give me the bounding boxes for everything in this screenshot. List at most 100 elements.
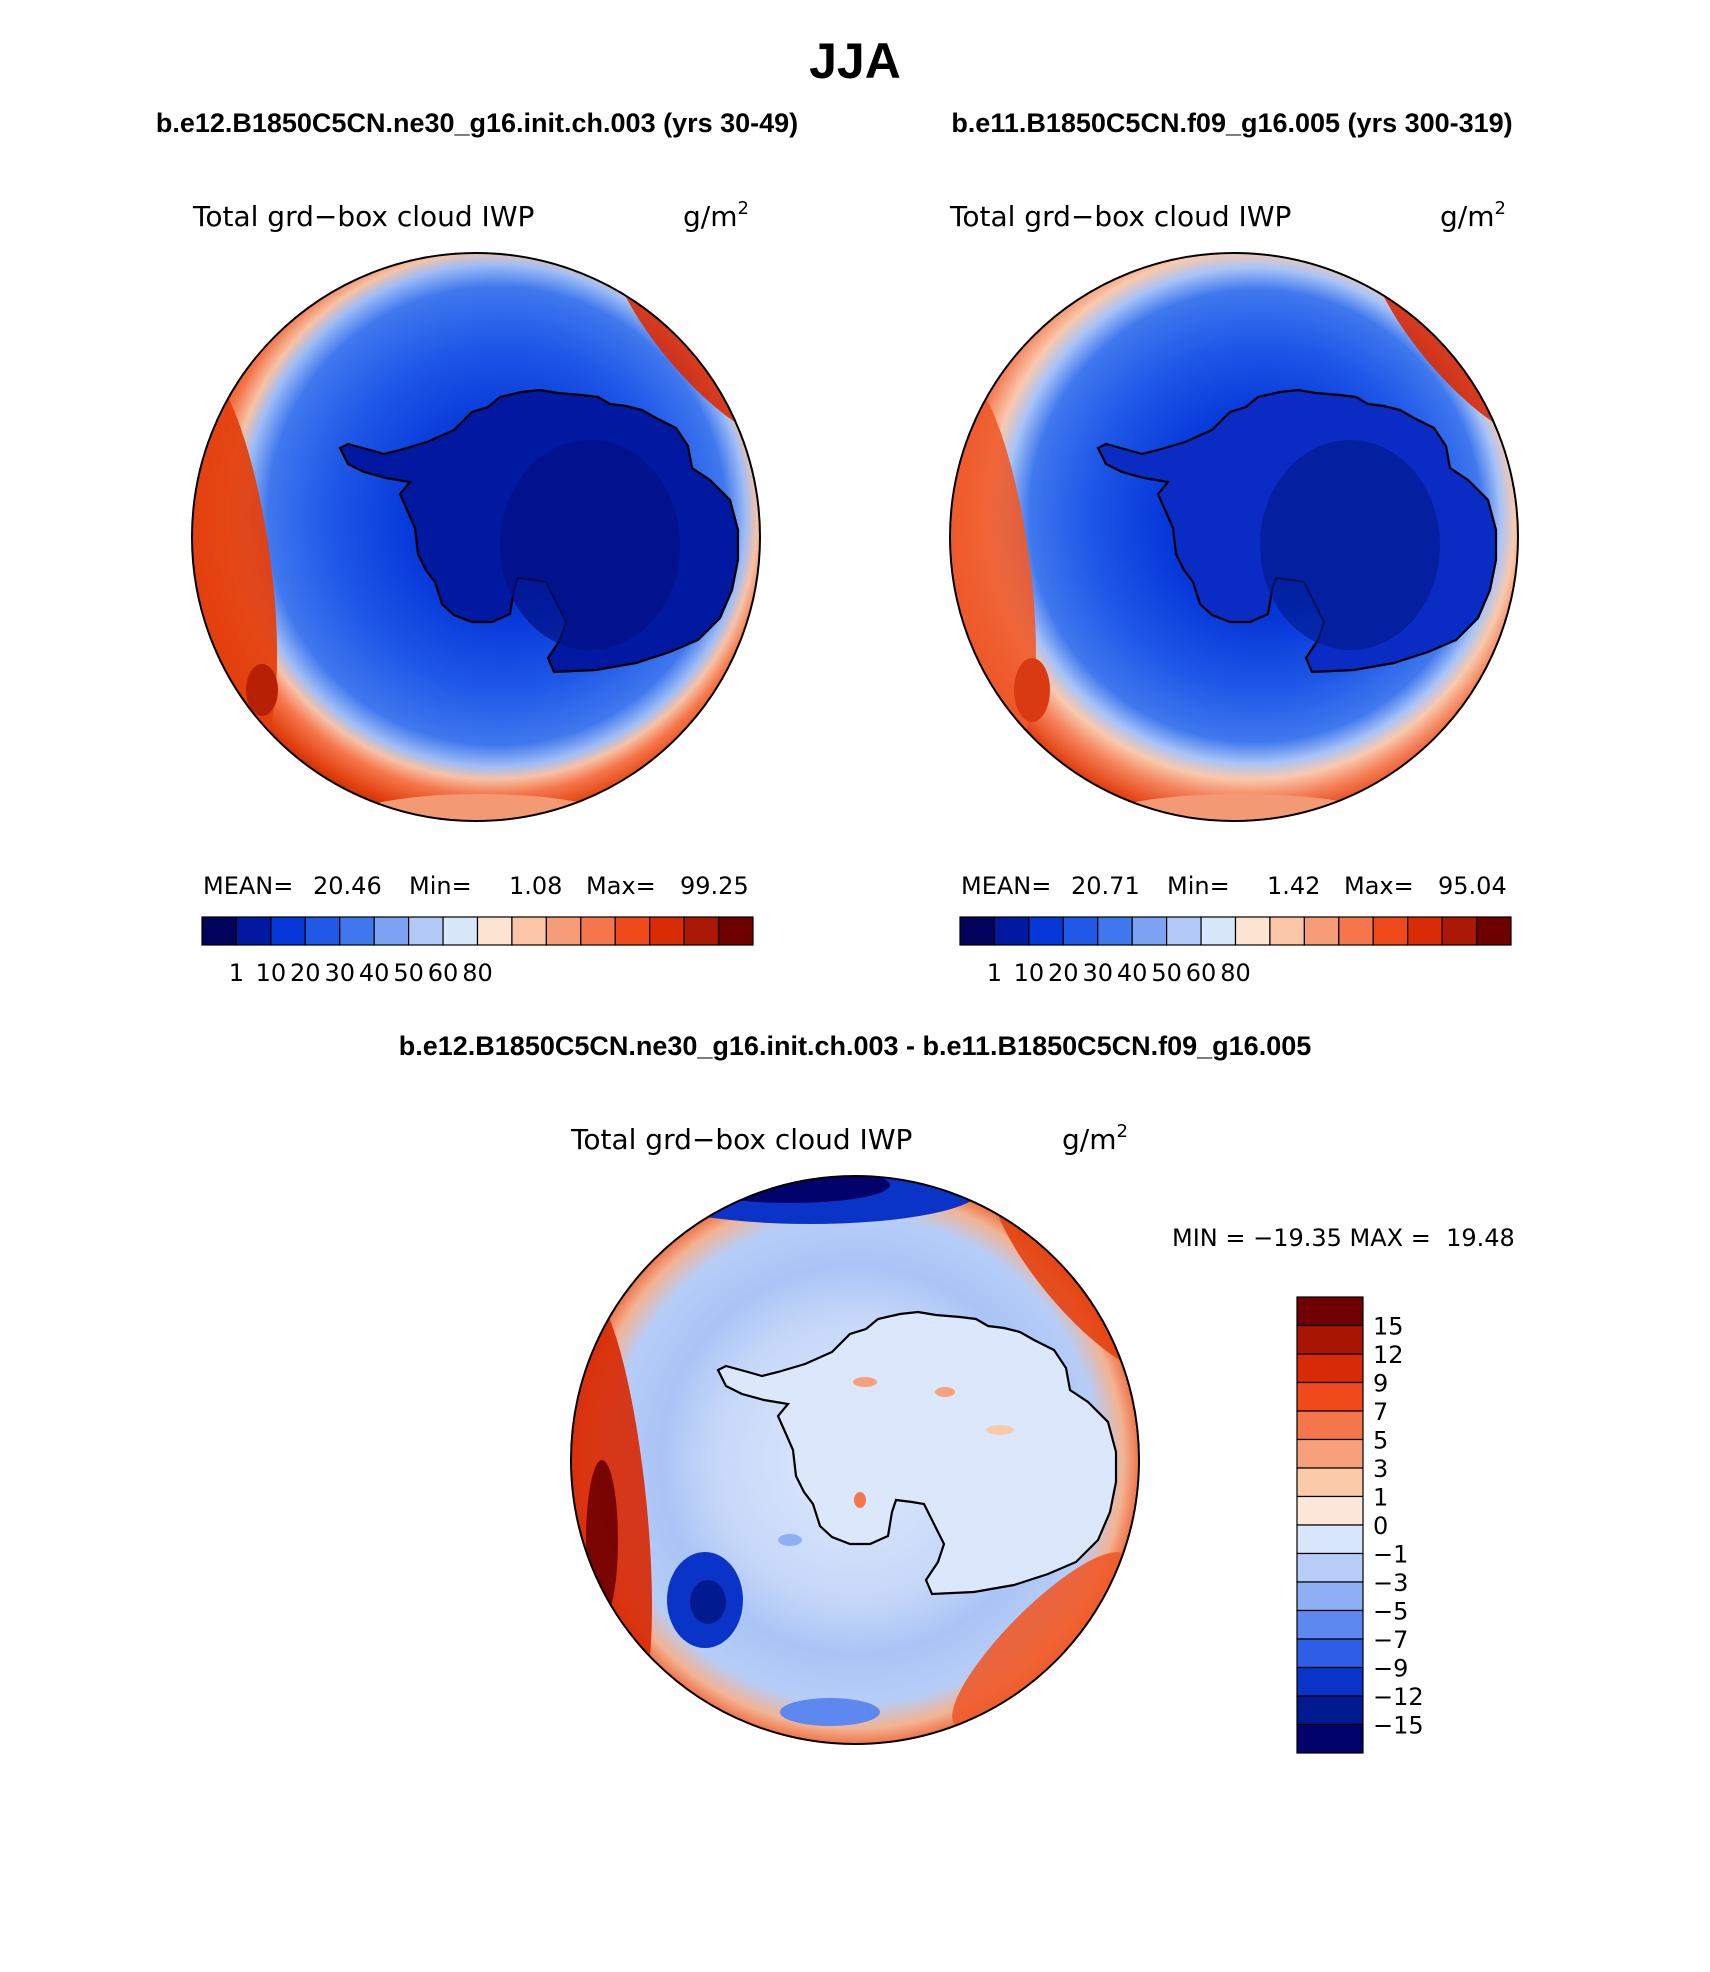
panel-1-red-band-w-core xyxy=(246,664,278,716)
panel-3-colorbar-tick-label: 0 xyxy=(1373,1512,1388,1540)
panel-1-border xyxy=(191,252,761,822)
panel-3-colorbar-tick-label: 15 xyxy=(1373,1313,1404,1341)
panel-2-colorbar-swatch xyxy=(1166,916,1202,946)
panel-3-colorbar-swatch xyxy=(1296,1695,1364,1726)
panel-1-min-value: 1.08 xyxy=(509,872,562,900)
panel-2-colorbar-swatch xyxy=(1372,916,1409,946)
panel-2-colorbar-tick-label: 30 xyxy=(1082,959,1113,987)
panel-3-colorbar-swatch xyxy=(1296,1581,1364,1612)
panel-1-colorbar-swatch xyxy=(235,916,272,946)
panel-1-heading: b.e12.B1850C5CN.ne30_g16.init.ch.003 (yr… xyxy=(156,108,798,138)
panel-3-minmax: MIN = −19.35 MAX = 19.48 xyxy=(1172,1224,1515,1252)
panel-1-units-base: g/m xyxy=(683,200,737,233)
figure-title: JJA xyxy=(809,33,901,89)
panel-3-interior-red-speck-3 xyxy=(854,1492,866,1508)
panel-2-stats: MEAN= 20.71 Min= 1.42 Max= 95.04 xyxy=(961,872,1507,900)
panel-3-colorbar-tick-label: 5 xyxy=(1373,1427,1388,1455)
panel-2-heading: b.e11.B1850C5CN.f09_g16.005 (yrs 300-319… xyxy=(951,108,1512,138)
panel-1-mean-value: 20.46 xyxy=(313,872,382,900)
panel-1-colorbar: 1 10 20 30 40 50 60 80 xyxy=(201,916,754,987)
panel-2-colorbar-swatch xyxy=(1200,916,1237,946)
panel-2-units: g/m2 xyxy=(1440,198,1506,233)
panel-2-colorbar-swatch xyxy=(993,916,1030,946)
panel-3-interior-blue-speck xyxy=(778,1534,802,1546)
panel-3-interior-red-speck-2 xyxy=(935,1387,955,1397)
panel-3-colorbar-tick-label: −1 xyxy=(1373,1541,1408,1569)
panel-1-colorbar-tick-label: 50 xyxy=(393,959,424,987)
panel-2-colorbar-tick-label: 10 xyxy=(1014,959,1045,987)
panel-3-colorbar-tick-label: −9 xyxy=(1373,1655,1408,1683)
panel-1-units: g/m2 xyxy=(683,198,749,233)
panel-3-colorbar-tick-label: 1 xyxy=(1373,1484,1388,1512)
panel-1-colorbar-swatch xyxy=(511,916,547,946)
panel-2-colorbar-tick-label: 50 xyxy=(1151,959,1182,987)
panel-1-colorbar-swatch xyxy=(649,916,685,946)
panel-2-colorbar-swatch xyxy=(1303,916,1340,946)
panel-2-border xyxy=(949,252,1519,822)
panel-2-min-label: Min= xyxy=(1167,872,1230,900)
panel-2-red-band-w-core xyxy=(1014,658,1050,722)
panel-2-colorbar-swatch xyxy=(1407,916,1443,946)
panel-3-colorbar-swatch xyxy=(1296,1666,1364,1697)
panel-3-colorbar-swatch xyxy=(1296,1638,1364,1669)
panel-3-red-band-se xyxy=(952,1552,1128,1728)
panel-3-map xyxy=(571,1176,1139,1744)
panel-1-variable: Total grd−box cloud IWP xyxy=(192,200,534,233)
panel-3-colorbar-swatch xyxy=(1296,1296,1364,1327)
panel-3-variable: Total grd−box cloud IWP xyxy=(570,1123,912,1156)
panel-1-max-value: 99.25 xyxy=(680,872,749,900)
panel-1-colorbar-swatch xyxy=(304,916,341,946)
panel-3-colorbar-tick-label: −5 xyxy=(1373,1598,1408,1626)
panel-3-colorbar-tick-label: 9 xyxy=(1373,1370,1388,1398)
panel-3-colorbar-tick-label: 12 xyxy=(1373,1341,1404,1369)
panel-2-colorbar-tick-label: 1 xyxy=(987,959,1002,987)
panel-1-map xyxy=(192,253,760,821)
panel-2-colorbar-tick-label: 80 xyxy=(1220,959,1251,987)
panel-3-heading: b.e12.B1850C5CN.ne30_g16.init.ch.003 - b… xyxy=(399,1031,1312,1061)
panel-1-colorbar-swatch xyxy=(270,916,306,946)
panel-3-colorbar-tick-label: 3 xyxy=(1373,1455,1388,1483)
panel-1-max-label: Max= xyxy=(586,872,656,900)
figure-layer: JJA b.e12.B1850C5CN.ne30_g16.init.ch.003… xyxy=(156,33,1519,1754)
panel-3-interior-red-speck-4 xyxy=(986,1425,1014,1435)
panel-1-units-exp: 2 xyxy=(737,198,748,219)
panel-3-units-base: g/m xyxy=(1062,1123,1116,1156)
panel-3-colorbar-swatch xyxy=(1296,1410,1364,1441)
panel-3-interior-red-speck-1 xyxy=(853,1377,877,1387)
panel-2-colorbar-swatch xyxy=(1338,916,1374,946)
panel-2-variable: Total grd−box cloud IWP xyxy=(949,200,1291,233)
panel-2-colorbar-tick-label: 40 xyxy=(1117,959,1148,987)
panel-2-colorbar-swatch xyxy=(1062,916,1099,946)
panel-1-colorbar-swatch xyxy=(614,916,651,946)
panel-2-colorbar-swatch xyxy=(1131,916,1168,946)
panel-2-map xyxy=(950,253,1518,821)
panel-2-colorbar-swatch xyxy=(1269,916,1305,946)
panel-2-colorbar-swatch xyxy=(1097,916,1133,946)
panel-1-colorbar-tick-label: 30 xyxy=(324,959,355,987)
panel-1-colorbar-swatch xyxy=(201,916,238,946)
panel-1-colorbar-swatch xyxy=(442,916,479,946)
panel-3-colorbar-swatch xyxy=(1296,1524,1364,1555)
panel-2-colorbar-tick-label: 20 xyxy=(1048,959,1079,987)
panel-1-colorbar-swatch xyxy=(476,916,513,946)
panel-1-colorbar-tick-label: 60 xyxy=(428,959,459,987)
panel-1-colorbar-swatch xyxy=(339,916,375,946)
panel-2-colorbar-swatch xyxy=(1475,916,1512,946)
panel-2-units-exp: 2 xyxy=(1494,198,1505,219)
panel-3-colorbar-swatch xyxy=(1296,1609,1364,1640)
panel-3-colorbar-swatch xyxy=(1296,1353,1364,1384)
panel-3-colorbar-tick-label: −7 xyxy=(1373,1626,1408,1654)
panel-1-stats: MEAN= 20.46 Min= 1.08 Max= 99.25 xyxy=(203,872,749,900)
panel-2-max-value: 95.04 xyxy=(1438,872,1507,900)
panel-2-min-value: 1.42 xyxy=(1267,872,1320,900)
panel-3-colorbar-swatch xyxy=(1296,1723,1364,1754)
panel-1-colorbar-swatch xyxy=(580,916,616,946)
panel-2-colorbar: 1 10 20 30 40 50 60 80 xyxy=(959,916,1512,987)
panel-1-mean-label: MEAN= xyxy=(203,872,293,900)
panel-2-colorbar-swatch xyxy=(1028,916,1064,946)
panel-3-border xyxy=(570,1175,1140,1745)
panel-3-blue-blob-sw-core xyxy=(690,1580,726,1624)
panel-1-interior-core xyxy=(500,440,680,650)
